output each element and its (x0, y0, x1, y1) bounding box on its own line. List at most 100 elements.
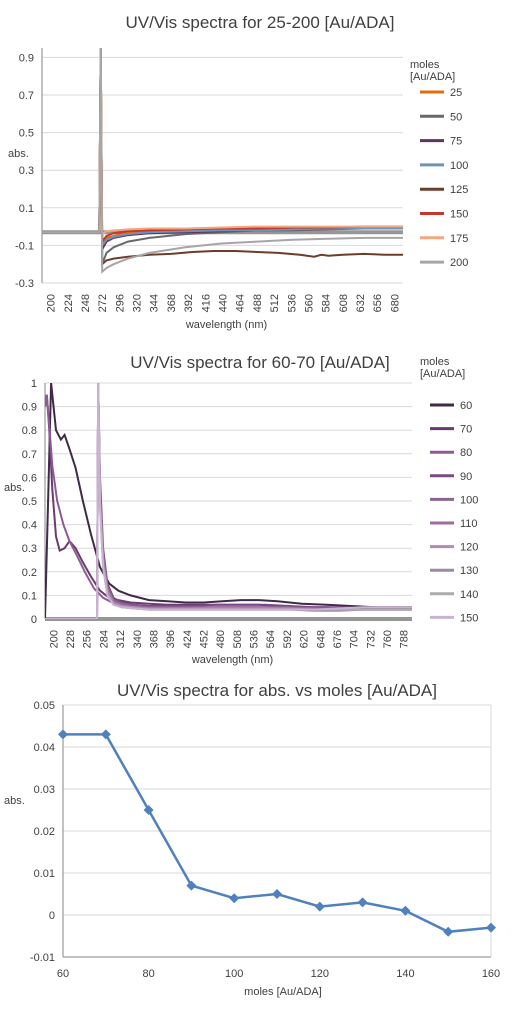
series-line-abs (63, 733, 491, 934)
series-line-200 (42, 48, 403, 274)
data-point (486, 922, 496, 933)
y-tick-label: 0.5 (22, 496, 37, 508)
data-point (357, 897, 368, 908)
y-axis-label: abs. (8, 148, 29, 160)
y-tick-label: 0.3 (22, 543, 37, 555)
legend-label: 150 (450, 209, 468, 221)
x-tick-label: 368 (166, 294, 178, 312)
x-tick-label: 488 (252, 294, 264, 312)
y-tick-label: 0.5 (19, 128, 34, 140)
y-tick-label: 0.7 (22, 449, 37, 461)
legend-label: 50 (450, 111, 462, 123)
x-tick-label: 564 (265, 630, 277, 648)
x-tick-label: 100 (225, 968, 243, 980)
chart-title: UV/Vis spectra for 60-70 [Au/ADA] (130, 353, 390, 372)
y-tick-label: 0 (31, 614, 37, 626)
y-tick-label: 0.4 (22, 520, 37, 532)
x-axis-label: moles [Au/ADA] (244, 986, 322, 998)
x-tick-label: 160 (482, 968, 500, 980)
x-tick-label: 296 (114, 294, 126, 312)
y-tick-label: 0.6 (22, 472, 37, 484)
x-tick-label: 632 (355, 294, 367, 312)
chart-uvvis-25-200: UV/Vis spectra for 25-200 [Au/ADA] 0.9 0.7… (8, 13, 468, 331)
legend-label: 175 (450, 233, 468, 245)
series-line-25 (42, 48, 403, 244)
x-tick-label: 200 (46, 294, 58, 312)
data-point (272, 889, 282, 899)
x-tick-label: 396 (165, 630, 177, 648)
y-axis-label: abs. (4, 795, 25, 807)
x-tick-label: 272 (97, 294, 109, 312)
y-tick-label: 0 (49, 910, 55, 922)
x-tick-label: 584 (321, 294, 333, 312)
x-tick-label: 248 (80, 294, 92, 312)
data-point (186, 880, 197, 891)
y-tick-label: 0.7 (19, 90, 34, 102)
series-line-125 (42, 48, 403, 267)
legend-label: 200 (450, 257, 468, 269)
data-point (58, 729, 68, 740)
y-tick-label: -0.1 (15, 240, 34, 252)
x-tick-label: 340 (132, 630, 144, 648)
x-tick-label: 680 (389, 294, 401, 312)
data-point (443, 926, 454, 937)
series-line-60 (45, 383, 412, 619)
x-tick-label: 512 (269, 294, 281, 312)
y-tick-label: 0.1 (22, 590, 37, 602)
x-tick-label: 224 (63, 294, 75, 312)
chart-abs-vs-moles: UV/Vis spectra for abs. vs moles [Au/ADA… (4, 681, 500, 998)
data-point (229, 893, 240, 904)
x-tick-label: 320 (132, 294, 144, 312)
x-axis-label: wavelength (nm) (191, 654, 273, 666)
x-tick-label: 256 (82, 630, 94, 648)
legend-label: 150 (460, 612, 478, 624)
series-line-75 (42, 48, 403, 253)
legend-label: 120 (460, 542, 478, 554)
legend-label: 70 (460, 424, 472, 436)
y-tick-label: -0.01 (30, 952, 55, 964)
y-tick-label: 0.3 (19, 165, 34, 177)
y-tick-label: 0.01 (34, 868, 55, 880)
x-tick-label: 120 (311, 968, 329, 980)
x-tick-label: 480 (215, 630, 227, 648)
legend-label: 125 (450, 184, 468, 196)
x-tick-label: 312 (115, 630, 127, 648)
x-tick-label: 676 (332, 630, 344, 648)
x-tick-label: 440 (218, 294, 230, 312)
legend-title: moles [Au/ADA] (420, 356, 465, 380)
legend-title: moles [Au/ADA] (410, 59, 455, 83)
y-axis-label: abs. (4, 482, 25, 494)
data-point (143, 805, 154, 815)
x-tick-label: 452 (198, 630, 210, 648)
x-tick-label: 788 (399, 630, 411, 648)
x-tick-label: 228 (65, 630, 77, 648)
y-tick-label: -0.3 (15, 278, 34, 290)
legend-label: 100 (460, 494, 478, 506)
x-tick-label: 560 (303, 294, 315, 312)
x-tick-label: 60 (57, 968, 69, 980)
x-tick-label: 464 (235, 294, 247, 312)
legend-label: 140 (460, 589, 478, 601)
chart-uvvis-60-70: UV/Vis spectra for 60-70 [Au/ADA] 1 0.9 0.8… (4, 353, 478, 666)
x-tick-label: 536 (286, 294, 298, 312)
x-tick-label: 536 (249, 630, 261, 648)
series-line-100 (42, 48, 403, 249)
y-tick-label: 0.2 (22, 567, 37, 579)
x-axis-label: wavelength (nm) (185, 319, 267, 331)
series-line-175 (42, 48, 403, 236)
data-point (100, 729, 111, 740)
x-tick-label: 284 (98, 630, 110, 648)
y-tick-label: 0.03 (34, 784, 55, 796)
x-tick-label: 620 (299, 630, 311, 648)
x-tick-label: 80 (142, 968, 154, 980)
series-line-150 (42, 48, 403, 245)
x-tick-label: 424 (182, 630, 194, 648)
legend-label: 25 (450, 87, 462, 99)
x-tick-label: 608 (338, 294, 350, 312)
legend-label: 130 (460, 565, 478, 577)
y-tick-label: 0.9 (22, 402, 37, 414)
legend-label: 80 (460, 447, 472, 459)
data-point (314, 901, 325, 912)
x-tick-label: 344 (149, 294, 161, 312)
